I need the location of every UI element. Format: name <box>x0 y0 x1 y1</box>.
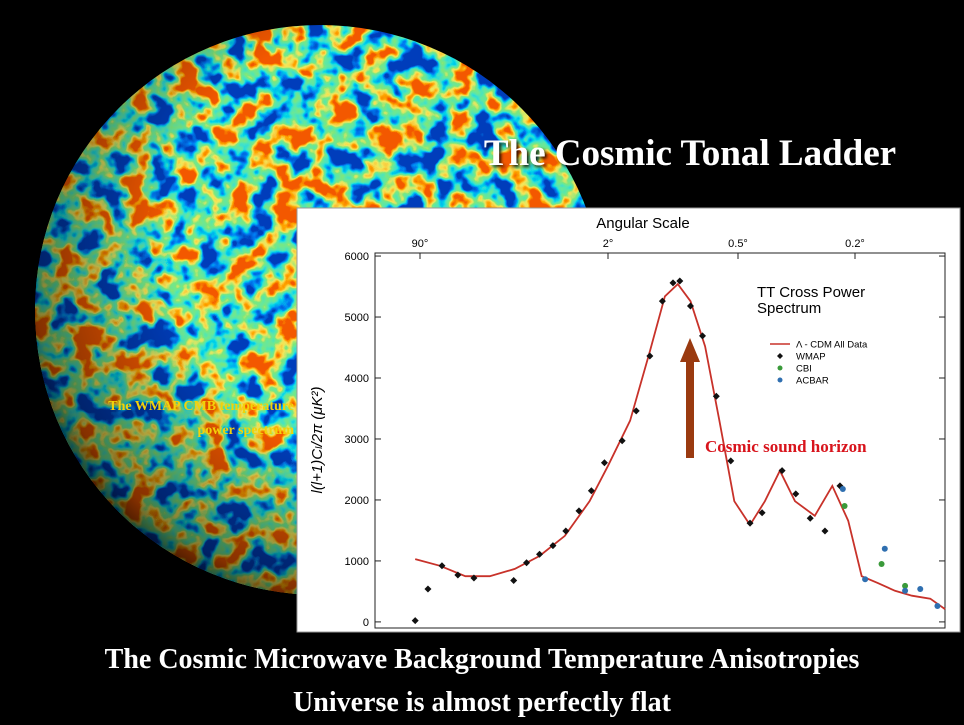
data-point <box>510 576 518 584</box>
data-point <box>600 459 608 467</box>
y-tick-label: 6000 <box>345 251 369 263</box>
data-point <box>841 503 848 510</box>
x-tick-label: 90° <box>412 238 429 250</box>
arrow <box>680 338 700 458</box>
y-tick-label: 3000 <box>345 434 369 446</box>
legend-label: Λ - CDM All Data <box>796 340 868 351</box>
legend-swatch <box>777 353 783 359</box>
y-tick-label: 5000 <box>345 312 369 324</box>
data-point <box>746 519 754 527</box>
data-point <box>523 559 531 567</box>
x-tick-label: 2° <box>603 238 614 250</box>
data-point <box>902 582 909 589</box>
data-point <box>587 487 595 495</box>
slide-title: The Cosmic Tonal Ladder <box>484 133 896 174</box>
plot: 0 1000 2000 3000 4000 5000 6000 90° 2° 0.5° 0.2° An… <box>309 215 946 629</box>
data-point <box>669 279 677 287</box>
data-point <box>806 514 814 522</box>
legend-title: Spectrum <box>757 300 821 317</box>
data-point <box>792 490 800 498</box>
data-point <box>562 527 570 535</box>
data-point <box>862 576 869 583</box>
data-point <box>454 571 462 579</box>
y-tick-label: 2000 <box>345 495 369 507</box>
data-point <box>686 302 694 310</box>
legend-title: TT Cross Power <box>757 284 865 301</box>
legend-label: ACBAR <box>796 376 829 387</box>
data-point <box>727 457 735 465</box>
legend-label: CBI <box>796 364 812 375</box>
x-tick-label: 0.5° <box>728 238 748 250</box>
annotation: Cosmic sound horizon <box>705 437 867 456</box>
x-axis-title: Angular Scale <box>596 215 689 232</box>
side-label: power spectrum <box>197 423 294 438</box>
data-point <box>424 585 432 593</box>
y-axis-title: l(l+1)Cₗ/2π (μK²) <box>309 386 326 493</box>
data-point <box>778 467 786 475</box>
data-point <box>438 562 446 570</box>
data-point <box>758 509 766 517</box>
footer-line: Universe is almost perfectly flat <box>293 687 672 718</box>
data-point <box>821 527 829 535</box>
data-point <box>646 352 654 360</box>
y-tick-label: 4000 <box>345 373 369 385</box>
data-point <box>632 407 640 415</box>
data-point <box>878 560 885 567</box>
data-point <box>470 574 478 582</box>
legend-swatch <box>777 377 783 383</box>
data-point <box>411 617 419 625</box>
chart-panel <box>296 207 961 633</box>
data-point <box>536 550 544 558</box>
legend-swatch <box>777 365 783 371</box>
legend-label: WMAP <box>796 352 826 363</box>
plot-frame <box>374 252 946 629</box>
data-point <box>712 392 720 400</box>
data-point <box>676 277 684 285</box>
data-point <box>699 332 707 340</box>
data-point <box>917 585 924 592</box>
y-tick-label: 1000 <box>345 556 369 568</box>
data-point <box>934 603 941 610</box>
data-point <box>902 587 909 594</box>
data-point <box>549 542 557 550</box>
data-point <box>658 297 666 305</box>
x-tick-label: 0.2° <box>845 238 865 250</box>
data-point <box>881 545 888 552</box>
data-point <box>839 485 846 492</box>
data-point <box>575 507 583 515</box>
footer-line: The Cosmic Microwave Background Temperat… <box>105 644 860 675</box>
side-label: The WMAP CMB temperature <box>108 399 294 414</box>
data-point <box>618 437 626 445</box>
y-tick-label: 0 <box>363 617 369 629</box>
